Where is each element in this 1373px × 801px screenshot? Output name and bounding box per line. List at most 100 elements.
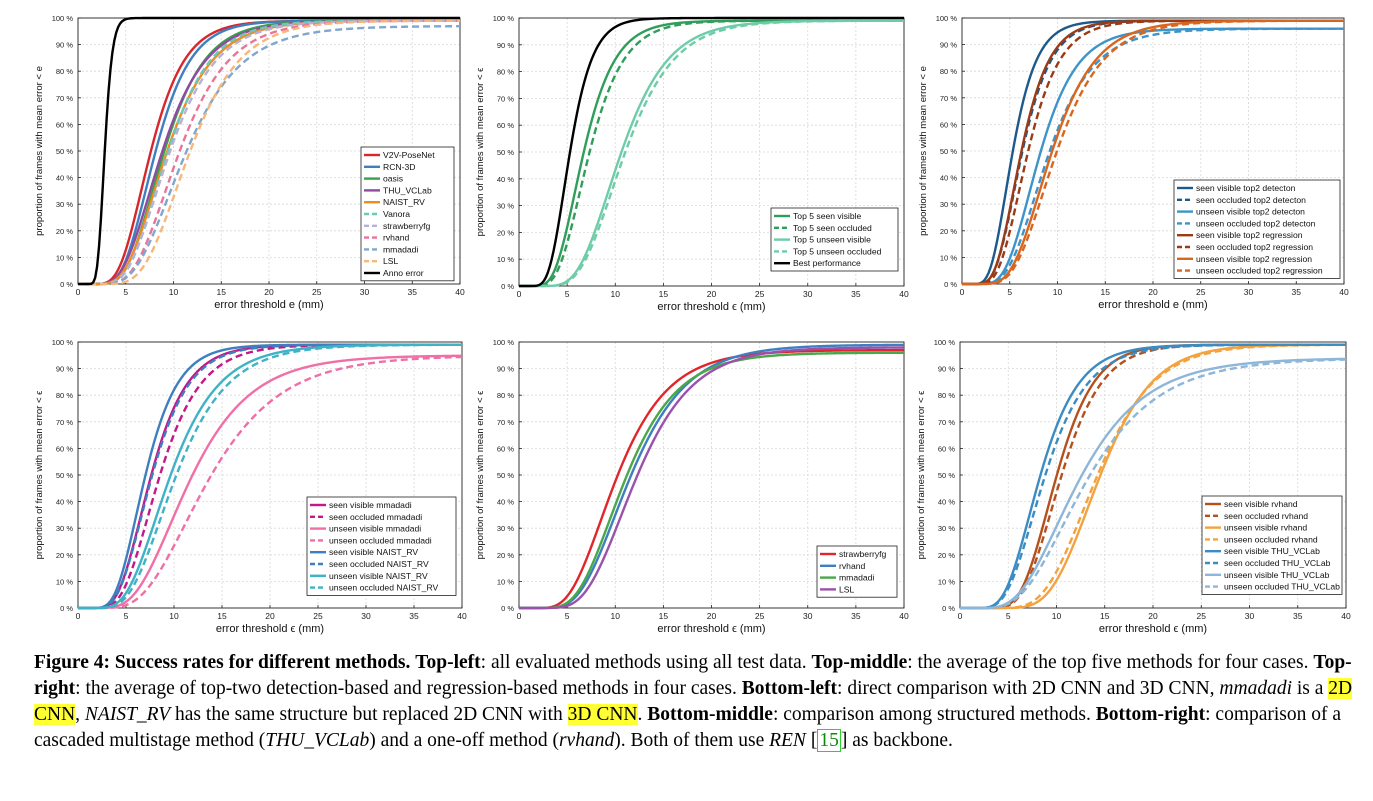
y-tick-label: 50 % — [938, 471, 955, 480]
x-tick-label: 0 — [517, 289, 522, 299]
legend-label: RCN-3D — [383, 162, 415, 172]
y-tick-label: 50 % — [56, 147, 73, 156]
y-tick-label: 30 % — [497, 524, 514, 533]
y-tick-label: 20 % — [56, 551, 73, 560]
legend-box — [770, 207, 899, 272]
x-tick-label: 15 — [217, 611, 227, 621]
legend-label: unseen visible top2 detecton — [1196, 207, 1305, 217]
legend-box — [306, 496, 457, 596]
x-tick-label: 30 — [803, 289, 813, 299]
caption-bottom-left-text: : direct comparison with 2D CNN and 3D C… — [837, 678, 1215, 699]
caption-thu-vclab: THU_VCLab — [265, 730, 370, 751]
y-tick-label: 40 % — [497, 498, 514, 507]
y-tick-label: 100 % — [936, 14, 958, 23]
y-tick-label: 0 % — [501, 282, 514, 291]
y-tick-label: 0 % — [60, 604, 73, 613]
series-line-unseen-occluded-thu-vclab — [960, 358, 1347, 610]
x-tick-label: 35 — [409, 611, 419, 621]
legend-label: seen visible top2 detecton — [1196, 183, 1296, 193]
x-tick-label: 20 — [707, 289, 717, 299]
y-tick-label: 90 % — [938, 365, 955, 374]
legend-label: rvhand — [839, 561, 865, 571]
series-line-rvhand — [519, 343, 905, 610]
y-tick-label: 0 % — [501, 604, 514, 613]
y-tick-label: 70 % — [938, 418, 955, 427]
y-tick-label: 100 % — [934, 338, 956, 347]
x-axis-label: error threshold ϵ (mm) — [657, 623, 765, 635]
y-tick-label: 90 % — [940, 41, 957, 50]
legend-label: seen occluded THU_VCLab — [1224, 558, 1331, 568]
x-tick-label: 15 — [659, 289, 669, 299]
legend-label: Top 5 seen visible — [793, 211, 862, 221]
y-tick-label: 40 % — [56, 174, 73, 183]
y-tick-label: 90 % — [497, 365, 514, 374]
legend-label: seen occluded NAIST_RV — [329, 559, 429, 569]
x-tick-label: 30 — [803, 611, 813, 621]
x-tick-label: 5 — [123, 287, 128, 297]
y-tick-label: 90 % — [56, 365, 73, 374]
x-tick-label: 35 — [1292, 287, 1302, 297]
x-tick-label: 0 — [76, 287, 81, 297]
x-tick-label: 10 — [1052, 611, 1062, 621]
series-line-lsl — [519, 346, 905, 610]
x-tick-label: 40 — [1341, 611, 1351, 621]
y-tick-label: 70 % — [497, 94, 514, 103]
x-tick-label: 40 — [455, 287, 465, 297]
y-tick-label: 80 % — [497, 68, 514, 77]
legend-label: Top 5 seen occluded — [793, 223, 872, 233]
x-tick-label: 40 — [899, 611, 909, 621]
caption-period: . — [637, 704, 643, 725]
chart-top-left: 0 5 10 15 20 25 30 35 40 0 % 10 % 20 % 30 % 40 % 50 % 6… — [34, 14, 465, 311]
y-tick-label: 80 % — [56, 67, 73, 76]
x-tick-label: 5 — [1006, 611, 1011, 621]
legend-label: unseen occluded top2 detecton — [1196, 218, 1316, 228]
caption-top-right-label: Top-right — [34, 652, 1352, 699]
x-tick-label: 25 — [1197, 611, 1207, 621]
y-tick-label: 50 % — [497, 471, 514, 480]
chart-bottom-middle: 0 5 10 15 20 25 30 35 40 0 % 10 % 20 % 30 % 40 % 50 % 6… — [475, 338, 909, 635]
y-tick-label: 60 % — [56, 444, 73, 453]
y-axis-label: proportion of frames with mean error < ϵ — [475, 391, 486, 560]
y-tick-label: 10 % — [940, 253, 957, 262]
x-tick-label: 20 — [264, 287, 274, 297]
x-tick-label: 40 — [457, 611, 467, 621]
x-tick-label: 40 — [899, 289, 909, 299]
x-tick-label: 10 — [169, 611, 179, 621]
legend-label: seen occluded mmadadi — [329, 512, 422, 522]
x-tick-label: 20 — [707, 611, 717, 621]
y-tick-label: 0 % — [60, 280, 73, 289]
x-tick-label: 15 — [659, 611, 669, 621]
x-tick-label: 35 — [1293, 611, 1303, 621]
series-line-unseen-visible-mmadadi — [78, 354, 463, 610]
caption-top-middle-text: : the average of the top five methods fo… — [907, 652, 1309, 673]
caption-comma: , — [75, 704, 81, 725]
series-line-unseen-occluded-top2-regression — [962, 19, 1345, 286]
legend-label: LSL — [383, 256, 399, 266]
legend-label: unseen occluded rvhand — [1224, 534, 1318, 544]
y-axis-label: proportion of frames with mean error < ϵ — [475, 68, 486, 237]
x-tick-label: 20 — [1148, 611, 1158, 621]
y-tick-label: 70 % — [497, 418, 514, 427]
legend-label: V2V-PoseNet — [383, 150, 435, 160]
y-tick-label: 90 % — [497, 41, 514, 50]
chart-bottom-left: 0 5 10 15 20 25 30 35 40 0 % 10 % 20 % 30 % 40 % 50 % 6… — [34, 338, 467, 635]
caption-bottom-right-text: : comparison of a cascaded multistage me… — [34, 704, 1342, 751]
y-tick-label: 60 % — [56, 120, 73, 129]
legend-label: seen visible NAIST_RV — [329, 547, 418, 557]
x-axis-label: error threshold ϵ (mm) — [1099, 623, 1207, 635]
caption-bottom-left-label: Bottom-left — [741, 678, 838, 699]
reference-link-15[interactable]: 15 — [817, 729, 841, 752]
x-tick-label: 40 — [1339, 287, 1349, 297]
x-tick-label: 25 — [312, 287, 322, 297]
legend-box — [1201, 495, 1343, 595]
y-tick-label: 10 % — [938, 577, 955, 586]
x-tick-label: 35 — [851, 289, 861, 299]
series-line-seen-occluded-mmadadi — [78, 343, 462, 610]
legend-label: mmadadi — [383, 244, 418, 254]
caption-label: Figure 4: Success rates for different me… — [34, 652, 411, 673]
x-tick-label: 25 — [1196, 287, 1206, 297]
x-axis-label: error threshold e (mm) — [1098, 299, 1207, 311]
legend-label: unseen occluded NAIST_RV — [329, 583, 439, 593]
